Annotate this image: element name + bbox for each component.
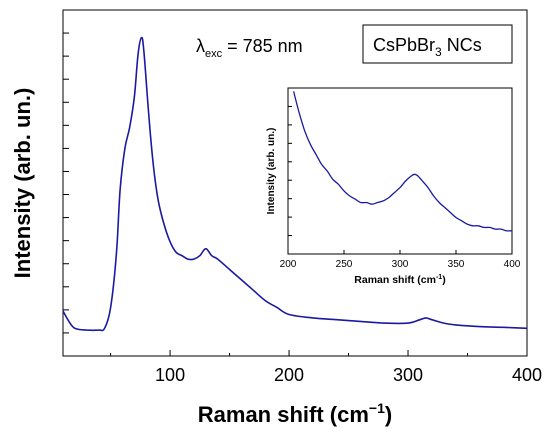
lambda-subscript: exc	[205, 48, 223, 60]
inset-y-ticks	[288, 105, 292, 237]
excitation-value: = 785 nm	[222, 36, 303, 56]
main-plot-frame	[62, 9, 528, 357]
sample-label-suffix: NCs	[442, 35, 482, 55]
main-series-line	[62, 36, 528, 332]
main-x-tick-label: 400	[512, 365, 542, 385]
main-x-axis-title: Raman shift (cm−1)	[198, 400, 392, 427]
inset-x-axis-title-text: Raman shift (cm	[354, 274, 436, 286]
main-x-tick-label: 100	[155, 365, 185, 385]
sample-label-box	[362, 24, 513, 64]
inset-x-tick-label: 300	[392, 259, 409, 270]
inset-y-axis-title: Intensity (arb. un.)	[266, 128, 277, 215]
inset-series-line	[292, 91, 513, 232]
main-x-axis-title-text: Raman shift (cm	[198, 402, 369, 427]
main-x-axis-title-end: )	[385, 402, 392, 427]
inset-x-tick-label: 350	[448, 259, 465, 270]
inset-x-axis-title-sup: -1	[436, 274, 442, 281]
sample-label-main: CsPbBr	[373, 35, 435, 55]
inset-x-tick-label: 200	[280, 259, 297, 270]
inset-plot-frame	[287, 87, 513, 255]
main-x-ticks: 100 200 300 400	[110, 350, 542, 385]
inset-x-axis-title-end: )	[442, 274, 446, 286]
main-y-ticks	[63, 32, 69, 334]
inset-x-tick-label: 400	[504, 259, 521, 270]
inset-x-axis-title: Raman shift (cm-1)	[354, 274, 445, 286]
sample-label: CsPbBr3 NCs	[373, 35, 482, 59]
sample-label-subscript: 3	[435, 45, 442, 59]
inset-x-tick-label: 250	[336, 259, 353, 270]
main-x-axis-title-sup: −1	[369, 400, 385, 416]
excitation-annotation: λexc = 785 nm	[196, 36, 303, 60]
main-y-axis-title: Intensity (arb. un.)	[10, 88, 35, 279]
main-x-tick-label: 200	[274, 365, 304, 385]
lambda-symbol: λ	[196, 36, 205, 56]
inset-x-ticks: 200 250 300 350 400	[280, 250, 521, 270]
main-x-tick-label: 300	[393, 365, 423, 385]
